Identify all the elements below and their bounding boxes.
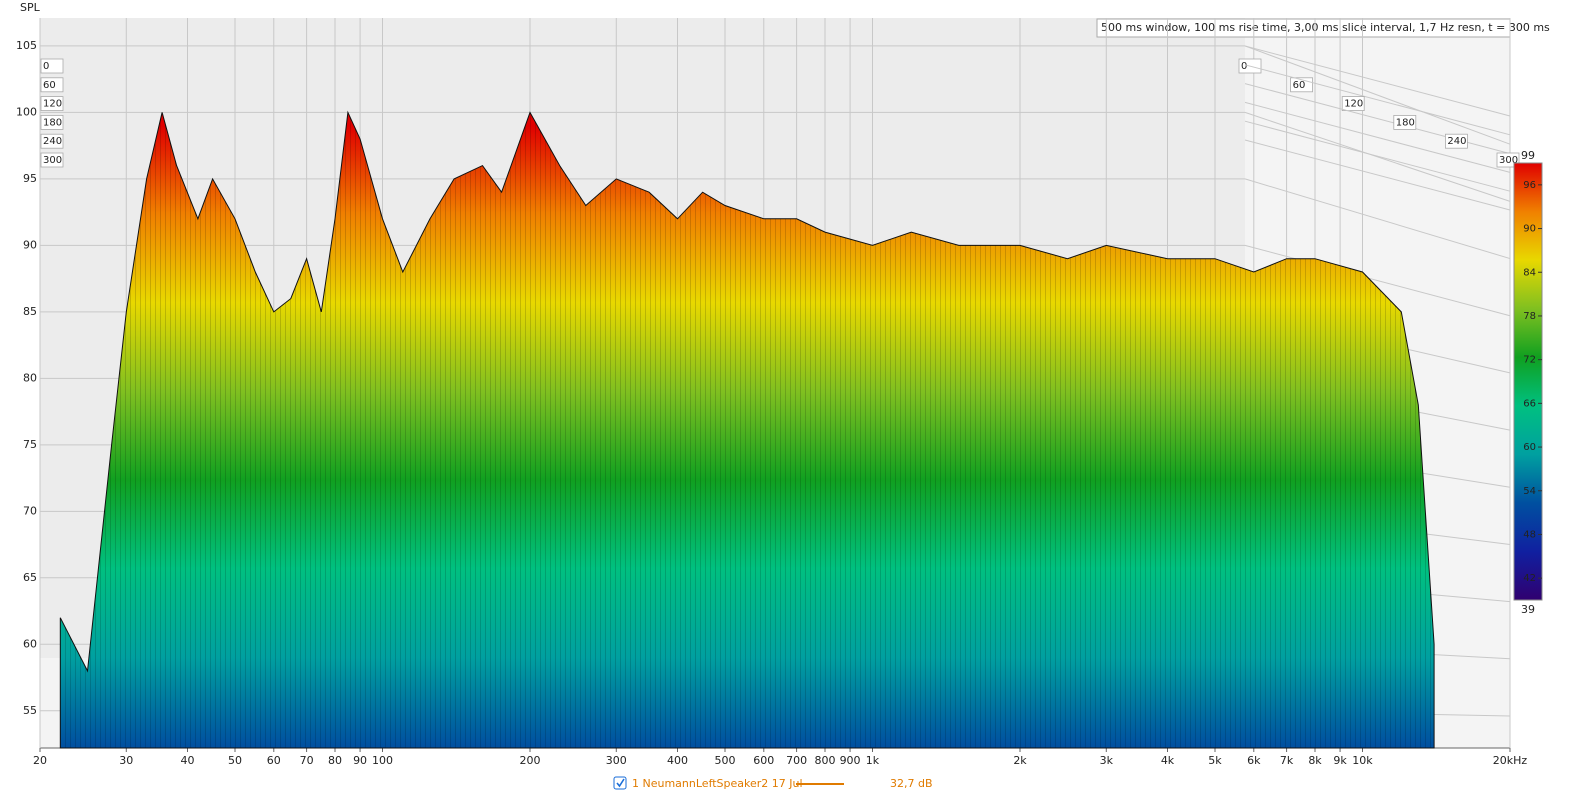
colorbar-tick-label: 60 <box>1523 442 1536 453</box>
time-tick-box <box>40 77 64 93</box>
x-tick-label: 80 <box>328 754 342 767</box>
depth-line <box>1244 139 1511 211</box>
x-tick-label: 100 <box>372 754 393 767</box>
x-tick-label: 7k <box>1280 754 1294 767</box>
x-tick-label: 800 <box>815 754 836 767</box>
time-tick-box <box>40 115 64 130</box>
time-tick-label: 120 <box>43 99 62 110</box>
colorbar-tick-label: 78 <box>1523 311 1536 322</box>
series-checkbox[interactable] <box>613 776 627 790</box>
time-tick-label: 0 <box>43 61 49 72</box>
x-tick-label: 4k <box>1161 754 1175 767</box>
x-tick-label: 2k <box>1013 754 1027 767</box>
time-tick-label: 60 <box>43 80 56 91</box>
time-tick-box <box>40 133 64 149</box>
x-tick-label: 50 <box>228 754 242 767</box>
x-tick-label: 70 <box>300 754 314 767</box>
x-tick-label: 600 <box>753 754 774 767</box>
time-tick-box <box>1393 115 1417 130</box>
time-tick-label: 0 <box>1241 61 1247 72</box>
time-tick-label: 240 <box>43 136 62 147</box>
y-tick-label: 80 <box>23 371 37 384</box>
time-tick-label: 180 <box>43 117 62 128</box>
colorbar-tick-label: 96 <box>1523 180 1536 191</box>
depth-line <box>1244 101 1511 173</box>
x-tick-label: 1k <box>866 754 880 767</box>
y-axis-label: SPL <box>20 1 41 14</box>
time-tick-box <box>40 58 64 74</box>
grid-line <box>1244 178 1511 260</box>
time-tick-label: 120 <box>1344 99 1363 110</box>
colorbar-tick-label: 48 <box>1523 529 1536 540</box>
time-tick-box <box>40 96 64 111</box>
colorbar <box>1513 162 1543 601</box>
colorbar-tick-label: 66 <box>1523 398 1536 409</box>
x-tick-label: 8k <box>1308 754 1322 767</box>
x-tick-label: 10k <box>1352 754 1373 767</box>
time-tick-label: 300 <box>1499 155 1518 166</box>
slice-texture <box>60 112 1435 748</box>
depth-line <box>1244 64 1511 136</box>
x-tick-label: 400 <box>667 754 688 767</box>
y-tick-label: 65 <box>23 571 37 584</box>
checkbox-check <box>616 778 625 788</box>
y-tick-label: 70 <box>23 504 37 517</box>
y-tick-label: 90 <box>23 238 37 251</box>
grid-line <box>1244 111 1511 202</box>
time-tick-label: 60 <box>1293 80 1306 91</box>
y-tick-label: 105 <box>16 39 37 52</box>
depth-line <box>1244 120 1511 192</box>
colorbar-min-label: 39 <box>1521 603 1535 616</box>
grid-line <box>1244 45 1511 145</box>
x-tick-label: 3k <box>1100 754 1114 767</box>
x-tick-label: 60 <box>267 754 281 767</box>
x-tick-label: 300 <box>606 754 627 767</box>
colorbar-max-label: 99 <box>1521 149 1535 162</box>
colorbar-tick-label: 72 <box>1523 355 1536 366</box>
x-tick-label: 9k <box>1333 754 1347 767</box>
y-tick-label: 100 <box>16 105 37 118</box>
colorbar-tick-label: 84 <box>1523 267 1536 278</box>
x-tick-label: 200 <box>520 754 541 767</box>
x-tick-label: 20 <box>33 754 47 767</box>
y-tick-label: 95 <box>23 172 37 185</box>
y-tick-label: 75 <box>23 438 37 451</box>
legend-offset: 32,7 dB <box>890 777 933 790</box>
annotation: 500 ms window, 100 ms rise time, 3,00 ms… <box>1101 21 1550 34</box>
time-tick-label: 180 <box>1396 117 1415 128</box>
time-tick-label: 240 <box>1447 136 1466 147</box>
x-tick-label: 90 <box>353 754 367 767</box>
time-tick-label: 300 <box>43 155 62 166</box>
y-tick-label: 60 <box>23 637 37 650</box>
grid-line <box>1244 244 1511 317</box>
x-tick-label: 5k <box>1208 754 1222 767</box>
time-tick-box <box>40 152 64 168</box>
x-tick-label: 20kHz <box>1493 754 1528 767</box>
time-tick-box <box>1341 96 1365 111</box>
x-tick-label: 500 <box>714 754 735 767</box>
colorbar-tick-label: 42 <box>1523 573 1536 584</box>
x-tick-label: 900 <box>840 754 861 767</box>
x-tick-label: 30 <box>119 754 133 767</box>
depth-line <box>1244 45 1511 117</box>
x-tick-label: 700 <box>786 754 807 767</box>
y-tick-label: 85 <box>23 305 37 318</box>
colorbar-tick-label: 90 <box>1523 224 1536 235</box>
x-tick-label: 6k <box>1247 754 1261 767</box>
colorbar-tick-label: 54 <box>1523 486 1536 497</box>
legend-label: 1 NeumannLeftSpeaker2 17 Jul <box>632 777 803 790</box>
x-tick-label: 40 <box>181 754 195 767</box>
time-tick-box <box>1445 133 1468 149</box>
y-tick-label: 55 <box>23 704 37 717</box>
